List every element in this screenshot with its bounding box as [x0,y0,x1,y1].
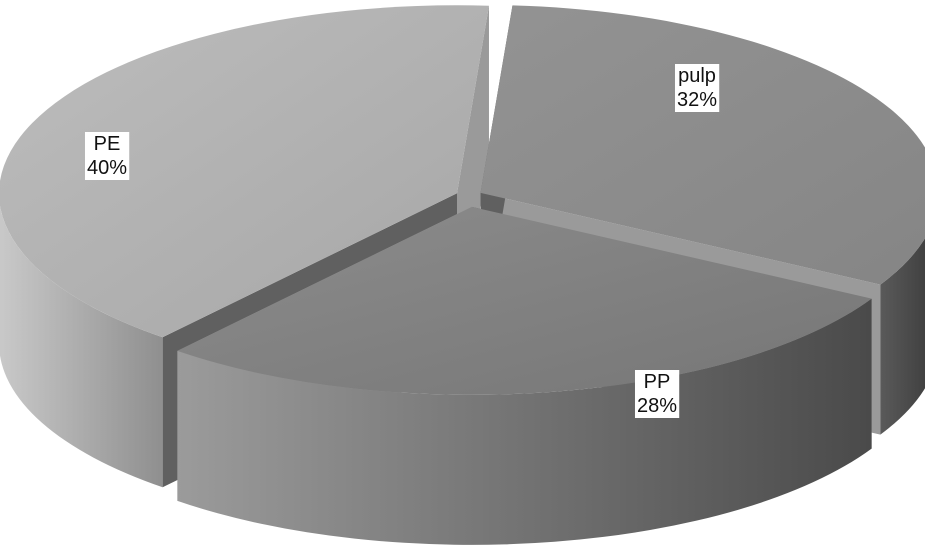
slice-category-label: pulp [678,65,716,87]
slice-category-label: PP [644,371,671,393]
slice-label-background [634,370,680,418]
slice-label-background [84,132,130,180]
pie-slice-pulp [480,5,925,285]
slice-percent-label: 28% [637,395,677,417]
slice-percent-label: 32% [677,89,717,111]
pie-side-pe [0,205,163,488]
pie-slice-pp [177,206,872,395]
slice-percent-label: 40% [87,157,127,179]
pie-side-pulp [880,238,925,435]
pie-slice-pe [0,5,489,338]
slice-label-background [674,64,720,112]
pie-side-pp [177,298,872,545]
slice-category-label: PE [94,133,121,155]
